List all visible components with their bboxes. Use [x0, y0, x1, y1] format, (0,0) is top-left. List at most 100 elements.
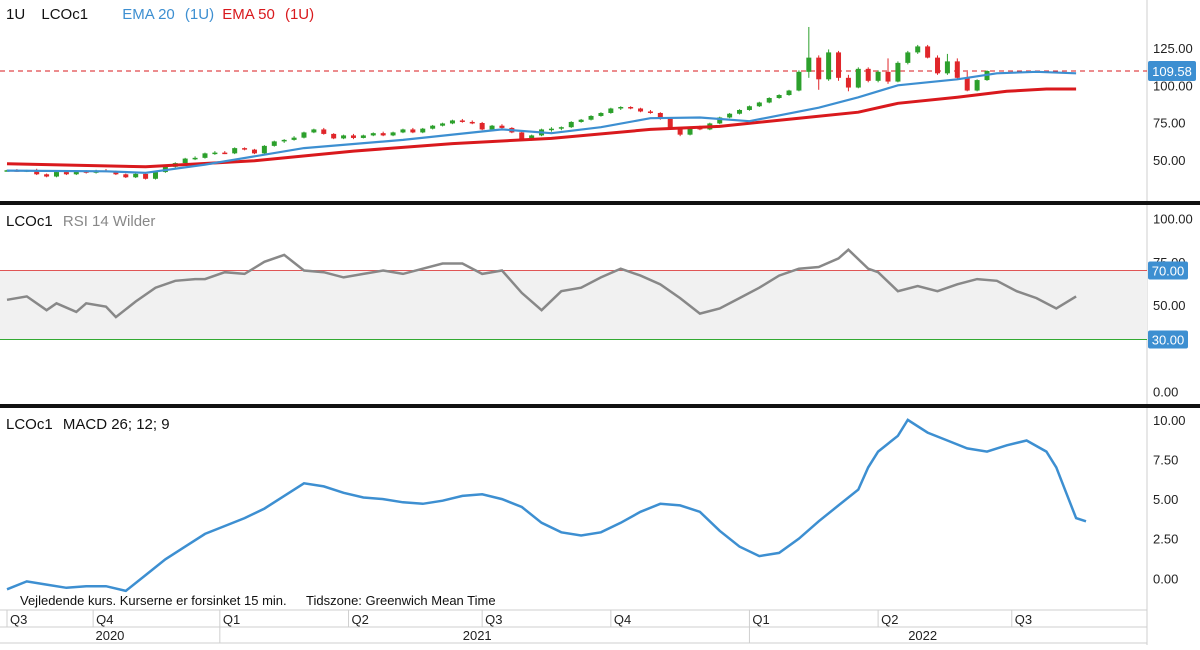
candle-body[interactable]	[766, 98, 772, 103]
candle-body[interactable]	[568, 121, 574, 128]
candle-body[interactable]	[608, 108, 614, 113]
candle-body[interactable]	[816, 57, 822, 80]
candle-body[interactable]	[479, 122, 485, 130]
candle-body[interactable]	[895, 62, 901, 82]
candle-body[interactable]	[459, 120, 465, 122]
candle-body[interactable]	[687, 127, 693, 135]
candle-body[interactable]	[182, 158, 188, 164]
candle-body[interactable]	[44, 174, 50, 177]
candle-body[interactable]	[836, 52, 842, 78]
candle-body[interactable]	[727, 113, 733, 118]
candle-body[interactable]	[796, 71, 802, 91]
candle-body[interactable]	[242, 148, 248, 150]
candle-body[interactable]	[291, 137, 297, 140]
interval-label[interactable]: 1U	[6, 6, 26, 23]
candle-body[interactable]	[202, 153, 208, 158]
candle-body[interactable]	[756, 102, 762, 107]
candle-body[interactable]	[400, 129, 406, 133]
candle-body[interactable]	[499, 125, 505, 128]
candle-body[interactable]	[390, 132, 396, 136]
candle-body[interactable]	[667, 118, 673, 128]
candle-body[interactable]	[944, 61, 950, 74]
candle-body[interactable]	[420, 128, 426, 133]
candle-body[interactable]	[410, 129, 416, 133]
candle-body[interactable]	[826, 52, 832, 80]
candle-body[interactable]	[360, 135, 366, 138]
ema20-line[interactable]	[6, 70, 1077, 174]
candle-body[interactable]	[489, 125, 495, 130]
candle-body[interactable]	[331, 133, 337, 139]
candle-body[interactable]	[628, 106, 634, 109]
candle-body[interactable]	[885, 71, 891, 82]
ema20-legend[interactable]: EMA 20 (1U)	[122, 6, 218, 23]
candle-body[interactable]	[350, 135, 356, 138]
panel-divider[interactable]	[0, 404, 1200, 408]
candle-body[interactable]	[271, 141, 277, 146]
macd-line[interactable]	[6, 418, 1087, 593]
candle-body[interactable]	[875, 71, 881, 81]
candle-body[interactable]	[53, 172, 59, 177]
candle-body[interactable]	[954, 61, 960, 78]
candle-body[interactable]	[469, 121, 475, 124]
candle-body[interactable]	[123, 174, 129, 178]
candle-body[interactable]	[855, 68, 861, 88]
candle-body[interactable]	[133, 173, 139, 178]
candle-body[interactable]	[548, 128, 554, 131]
candle-body[interactable]	[301, 132, 307, 138]
candle-body[interactable]	[618, 106, 624, 109]
candle-body[interactable]	[915, 46, 921, 53]
candle-body[interactable]	[152, 172, 158, 179]
candle-body[interactable]	[370, 133, 376, 136]
candle-body[interactable]	[519, 132, 525, 140]
candle-body[interactable]	[905, 52, 911, 63]
candle-body[interactable]	[341, 135, 347, 139]
candle-body[interactable]	[212, 152, 218, 155]
candle-body[interactable]	[143, 173, 149, 179]
last-price-badge[interactable]	[1148, 60, 1196, 81]
macd-indicator-label[interactable]: MACD 26; 12; 9	[62, 416, 170, 433]
ema50-line[interactable]	[6, 87, 1077, 169]
candle-body[interactable]	[281, 139, 287, 142]
candle-body[interactable]	[845, 77, 851, 88]
candle-body[interactable]	[63, 172, 69, 175]
candle-body[interactable]	[430, 125, 436, 129]
candle-body[interactable]	[222, 152, 228, 155]
candle-body[interactable]	[558, 127, 564, 129]
candle-body[interactable]	[865, 68, 871, 81]
candle-body[interactable]	[321, 129, 327, 134]
candle-body[interactable]	[440, 123, 446, 126]
candle-body[interactable]	[578, 119, 584, 122]
candle-body[interactable]	[449, 120, 455, 124]
candle-body[interactable]	[598, 112, 604, 116]
candle-body[interactable]	[34, 170, 40, 175]
candle-body[interactable]	[737, 109, 743, 114]
candle-body[interactable]	[717, 117, 723, 124]
candle-body[interactable]	[964, 77, 970, 91]
symbol-label[interactable]: LCOc1	[41, 6, 89, 23]
candle-body[interactable]	[925, 46, 931, 58]
rsi-indicator-label[interactable]: RSI 14 Wilder	[62, 213, 156, 230]
candle-body[interactable]	[746, 106, 752, 110]
ema50-legend[interactable]: EMA 50 (1U)	[222, 6, 314, 23]
candle-body[interactable]	[638, 108, 644, 112]
candle-body[interactable]	[588, 115, 594, 120]
candle-body[interactable]	[647, 111, 653, 113]
candle-body[interactable]	[776, 95, 782, 99]
candle-body[interactable]	[192, 157, 198, 160]
candle-body[interactable]	[786, 90, 792, 96]
candle-body[interactable]	[311, 129, 317, 133]
candle-body[interactable]	[261, 145, 267, 154]
candle-body[interactable]	[806, 57, 812, 72]
rsi-symbol-label[interactable]: LCOc1	[6, 213, 53, 230]
candle-body[interactable]	[232, 148, 238, 154]
candle-body[interactable]	[935, 57, 941, 74]
rsi-line[interactable]	[6, 248, 1077, 319]
candle-body[interactable]	[529, 135, 535, 140]
candle-body[interactable]	[380, 133, 386, 136]
macd-symbol-label[interactable]: LCOc1	[6, 416, 53, 433]
candle-body[interactable]	[251, 149, 257, 154]
panel-divider[interactable]	[0, 201, 1200, 205]
candle-body[interactable]	[974, 80, 980, 91]
candle-body[interactable]	[657, 112, 663, 119]
